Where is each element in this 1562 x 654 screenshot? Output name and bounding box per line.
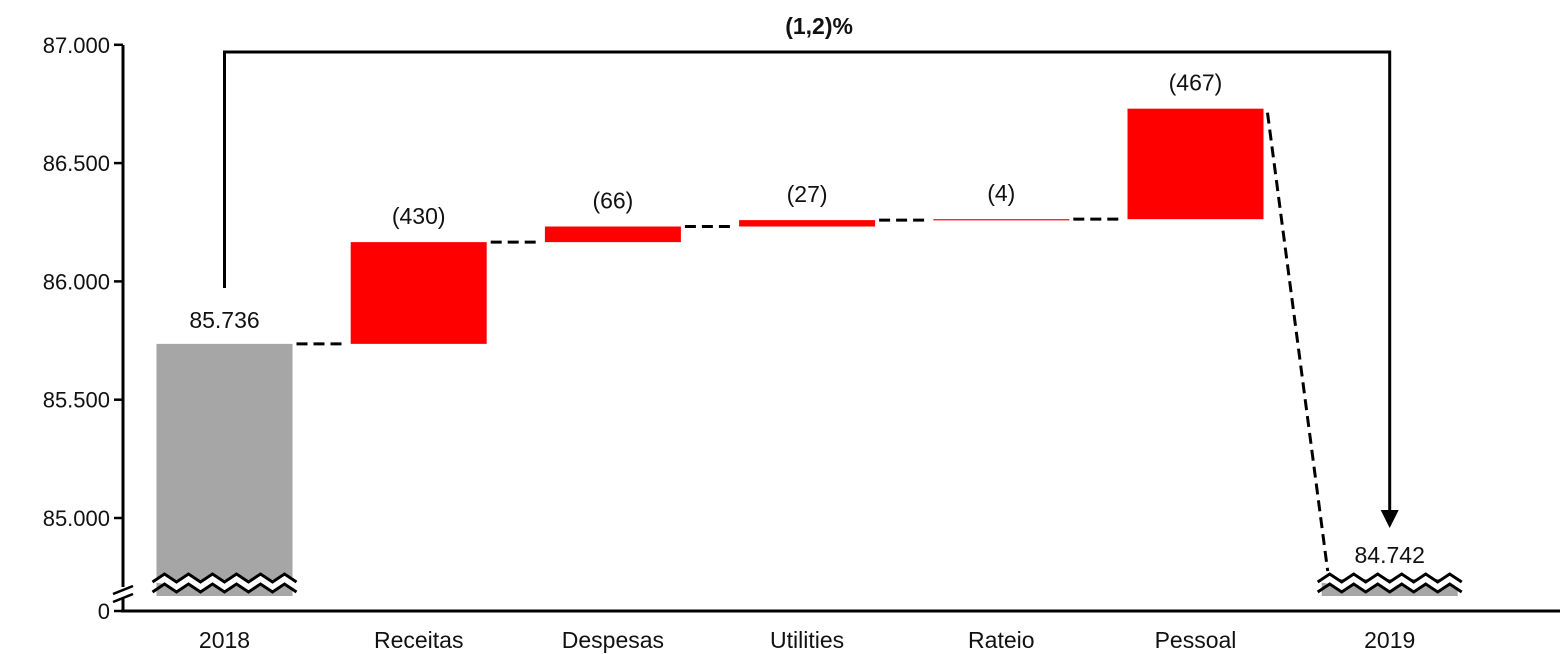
- y-tick-label: 86.000: [43, 269, 110, 294]
- axis-break-mark: [112, 584, 134, 596]
- x-tick-label: 2019: [1364, 627, 1415, 653]
- bar-receitas-change: [350, 242, 487, 344]
- bar-pessoal-change: [1127, 108, 1264, 220]
- connectors-group: [296, 112, 1330, 572]
- axis-group: 0 85.000 85.500 86.000 86.500 87.000 2018 Recei…: [43, 33, 1560, 653]
- break-zigzag: [1316, 572, 1463, 584]
- break-zigzag: [151, 572, 298, 584]
- bars-group: [151, 108, 1463, 596]
- annotation-group: (1,2)%: [223, 13, 1399, 528]
- x-tick-label: Rateio: [968, 627, 1034, 653]
- data-label-pessoal: (467): [1169, 70, 1223, 96]
- change-bracket: [223, 50, 1392, 512]
- labels-group: 85.736 (430) (66) (27) (4) (467) 84.742: [189, 70, 1425, 568]
- change-arrowhead: [1380, 510, 1399, 528]
- change-annotation-label: (1,2)%: [785, 13, 853, 39]
- break-zigzag: [1316, 582, 1463, 594]
- x-tick-label: 2018: [199, 627, 250, 653]
- x-tick-label: Despesas: [562, 627, 664, 653]
- data-label-rateio: (4): [987, 180, 1015, 206]
- bar-despesas-change: [544, 226, 681, 243]
- data-label-despesas: (66): [592, 188, 633, 214]
- y-tick-label: 85.000: [43, 506, 110, 531]
- break-zigzag: [151, 582, 298, 594]
- bar-2018-total: [156, 343, 293, 596]
- x-tick-label: Receitas: [374, 627, 463, 653]
- data-label-receitas: (430): [392, 203, 446, 229]
- x-tick-label: Utilities: [770, 627, 844, 653]
- bar-utilities-change: [739, 220, 876, 227]
- y-tick-label: 87.000: [43, 33, 110, 58]
- x-tick-label: Pessoal: [1155, 627, 1237, 653]
- data-label-2019: 84.742: [1355, 542, 1425, 568]
- connector-line: [1266, 112, 1330, 572]
- y-tick-label: 86.500: [43, 151, 110, 176]
- y-tick-label: 85.500: [43, 388, 110, 413]
- data-label-utilities: (27): [787, 181, 828, 207]
- bar-rateio-change: [933, 219, 1070, 221]
- y-tick-label: 0: [98, 599, 110, 624]
- axis-break-mark: [112, 592, 134, 604]
- data-label-2018: 85.736: [189, 307, 259, 333]
